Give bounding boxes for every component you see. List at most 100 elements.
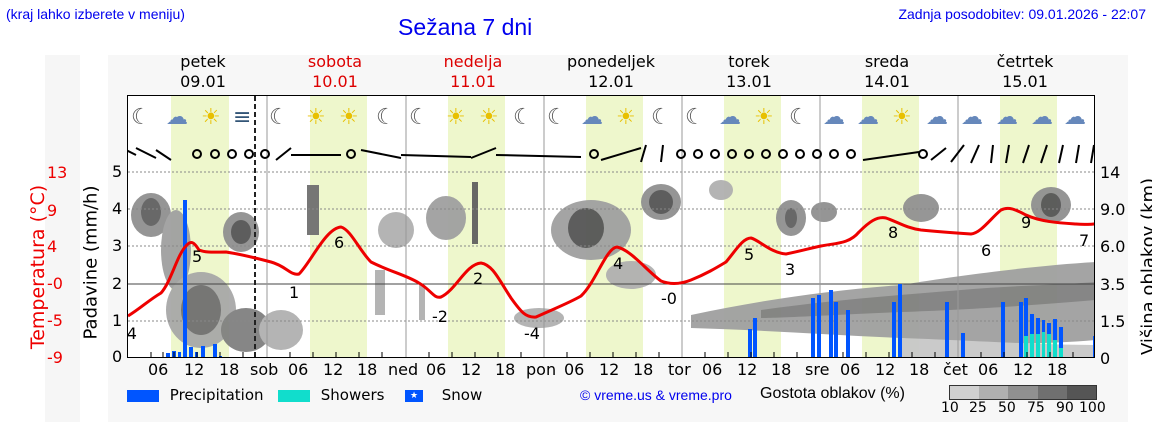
svg-text:7: 7: [1079, 231, 1089, 250]
svg-text:≡: ≡: [233, 105, 251, 130]
x-tick: pon: [526, 360, 557, 379]
scale-label: 90: [1056, 400, 1074, 416]
precip-tick: 0: [112, 347, 123, 366]
x-tick: 12: [599, 360, 620, 379]
x-tick: 12: [1013, 360, 1034, 379]
svg-text:4: 4: [613, 254, 623, 273]
temp-tick: -0: [47, 274, 63, 293]
cloud-height-tick: 9.0: [1100, 200, 1126, 219]
svg-text:☀: ☀: [446, 105, 466, 130]
cloud-height-tick: 1.5: [1100, 312, 1126, 331]
x-tick: 06: [702, 360, 723, 379]
x-tick: 12: [184, 360, 205, 379]
svg-text:☁: ☁: [961, 105, 983, 130]
scale-label: 100: [1079, 400, 1106, 416]
precip-tick: 1: [112, 311, 123, 330]
svg-text:☾: ☾: [547, 105, 567, 130]
svg-text:☀: ☀: [616, 105, 636, 130]
precip-tick: 2: [112, 274, 123, 293]
svg-text:2: 2: [473, 269, 483, 288]
temperature-labels: -4 5 1 6 -2 2 -4 4 -0 5 3 8 6 9 7: [128, 213, 1089, 343]
chart-svg: -4 5 1 6 -2 2 -4 4 -0 5 3 8 6 9 7: [128, 96, 1094, 357]
cloud-density-scale: [949, 385, 1097, 400]
x-tick: 12: [875, 360, 896, 379]
x-tick: tor: [668, 360, 691, 379]
svg-text:☀: ☀: [306, 105, 326, 130]
legend-showers: Showers: [278, 386, 384, 404]
svg-text:☁: ☁: [857, 105, 879, 130]
svg-text:-0: -0: [661, 289, 677, 308]
svg-text:6: 6: [981, 241, 991, 260]
scale-label: 75: [1027, 400, 1045, 416]
cloud-height-tick: 6.0: [1100, 237, 1126, 256]
svg-text:-4: -4: [128, 324, 137, 343]
day-header-4: torek 13.01: [726, 52, 772, 91]
temp-tick: 13: [47, 163, 68, 182]
svg-text:5: 5: [744, 245, 754, 264]
precipitation-swatch: [127, 389, 159, 402]
temp-tick: 9: [47, 201, 58, 220]
region-hint: (kraj lahko izberete v meniju): [6, 6, 185, 22]
svg-text:☾: ☾: [409, 105, 429, 130]
svg-text:-2: -2: [432, 307, 448, 326]
last-update: Zadnja posodobitev: 09.01.2026 - 22:07: [898, 6, 1146, 22]
x-tick: 06: [978, 360, 999, 379]
cloud-height-axis-title: Višina oblakov (km): [1138, 177, 1152, 356]
x-tick: 18: [909, 360, 930, 379]
temp-axis-panel: [45, 55, 80, 422]
x-tick: čet: [943, 360, 968, 379]
shower-bars: [1024, 332, 1063, 357]
precip-tick: 4: [112, 199, 123, 218]
svg-text:☾: ☾: [269, 105, 289, 130]
svg-text:☁: ☁: [996, 105, 1018, 130]
svg-text:3: 3: [785, 260, 795, 279]
svg-text:☁: ☁: [1031, 105, 1053, 130]
scale-label: 50: [998, 400, 1016, 416]
weather-icons-row: ☾ ☁ ☀ ≡ ☾ ☀ ☀ ☾ ☾ ☀ ☀ ☾ ☾ ☁ ☀ ☾ ☾ ☁ ☀ ☾ ☁ ☁ ☀ ☁ ☁ ☁ ☁ ☁: [131, 105, 1086, 130]
svg-text:☁: ☁: [1064, 105, 1086, 130]
precip-tick: 5: [112, 162, 123, 181]
day-header-2: nedelja 11.01: [443, 52, 503, 91]
x-tick: 06: [288, 360, 309, 379]
x-tick: 18: [1047, 360, 1068, 379]
svg-text:☀: ☀: [339, 105, 359, 130]
x-tick: 18: [633, 360, 654, 379]
x-tick: 12: [461, 360, 482, 379]
svg-text:-4: -4: [524, 324, 540, 343]
precipitation-axis-title: Padavine (mm/h): [80, 185, 102, 340]
scale-label: 25: [969, 400, 987, 416]
x-tick: 06: [840, 360, 861, 379]
svg-text:☾: ☾: [376, 105, 396, 130]
temp-tick: -5: [47, 311, 63, 330]
temperature-line: [128, 206, 1094, 319]
svg-text:8: 8: [888, 223, 898, 242]
x-tick: 12: [737, 360, 758, 379]
legend-precipitation: Precipitation: [127, 386, 264, 404]
day-header-3: ponedeljek 12.01: [567, 52, 655, 91]
svg-text:☁: ☁: [719, 105, 741, 130]
cloud-height-tick: 14: [1100, 163, 1121, 182]
x-tick: 18: [495, 360, 516, 379]
svg-text:☀: ☀: [479, 105, 499, 130]
x-tick: 18: [219, 360, 240, 379]
showers-swatch: [278, 389, 310, 402]
svg-text:☀: ☀: [201, 105, 221, 130]
copyright-link[interactable]: © vreme.us & vreme.pro: [580, 387, 732, 403]
precip-tick: 3: [112, 236, 123, 255]
x-tick: sob: [250, 360, 279, 379]
svg-text:☾: ☾: [651, 105, 671, 130]
svg-text:6: 6: [334, 233, 344, 252]
grid-lines: [128, 171, 1094, 322]
x-tick: sre: [805, 360, 830, 379]
cloud-height-tick: 0: [1100, 349, 1111, 368]
svg-text:☾: ☾: [513, 105, 533, 130]
day-header-0: petek 09.01: [180, 52, 226, 91]
day-header-6: četrtek 15.01: [996, 52, 1054, 91]
forecast-chart: -4 5 1 6 -2 2 -4 4 -0 5 3 8 6 9 7: [127, 95, 1095, 358]
cloud-density-label: Gostota oblakov (%): [760, 385, 905, 402]
svg-text:☁: ☁: [166, 105, 188, 130]
svg-text:5: 5: [192, 247, 202, 266]
snow-star-icon: ★: [405, 389, 423, 402]
x-tick: 12: [323, 360, 344, 379]
svg-text:☾: ☾: [131, 105, 151, 130]
